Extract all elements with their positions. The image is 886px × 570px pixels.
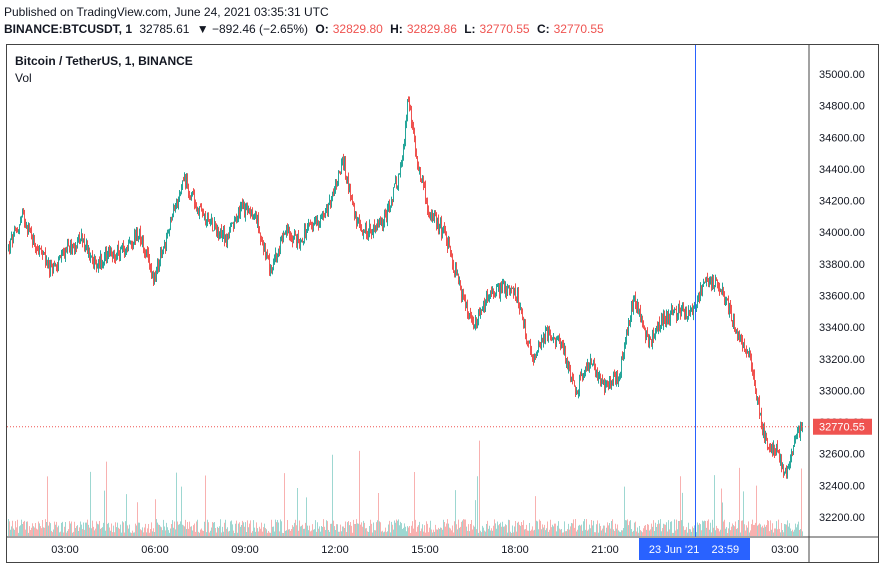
published-note: Published on TradingView.com, June 24, 2… [4,5,329,19]
x-tick-label: 15:00 [411,544,439,556]
symbol-quote-row: BINANCE:BTCUSDT, 1 32785.61 ▼ −892.46 (−… [4,22,608,36]
x-tick-label: 21:00 [591,544,619,556]
low-label: L: [464,22,476,36]
chart-frame[interactable] [6,44,879,563]
y-tick-label: 33200.00 [819,354,865,366]
y-tick-label: 32400.00 [819,480,865,492]
y-tick-label: 34000.00 [819,227,865,239]
y-tick-label: 35000.00 [819,69,865,81]
high-label: H: [390,22,403,36]
x-tick-label: 03:00 [51,544,79,556]
time-tag-label: 23 Jun '21 23:59 [649,544,739,556]
y-tick-label: 33600.00 [819,291,865,303]
price-change: ▼ −892.46 (−2.65%) [196,22,309,36]
y-tick-label: 32200.00 [819,512,865,524]
chart-legend-title: Bitcoin / TetherUS, 1, BINANCE [15,54,193,68]
y-tick-label: 33000.00 [819,385,865,397]
y-tick-label: 33400.00 [819,322,865,334]
open-label: O: [315,22,329,36]
x-tick-label: 06:00 [141,544,169,556]
x-tick-label: 09:00 [231,544,259,556]
y-tick-label: 34200.00 [819,196,865,208]
price-tag-label: 32770.55 [819,422,865,434]
x-tick-label: 18:00 [501,544,529,556]
price-tag-box [813,418,872,435]
y-tick-label: 34800.00 [819,101,865,113]
y-tick-label: 34400.00 [819,164,865,176]
time-tag-box [639,538,750,560]
volume-legend: Vol [15,71,32,85]
close-label: C: [536,22,550,36]
last-price: 32785.61 [139,22,190,36]
high-value: 32829.86 [406,22,457,36]
open-value: 32829.80 [332,22,383,36]
y-tick-label: 33800.00 [819,259,865,271]
x-tick-label: 03:00 [771,544,799,556]
y-tick-label: 32600.00 [819,449,865,461]
close-value: 32770.55 [553,22,604,36]
y-tick-label: 34600.00 [819,132,865,144]
x-tick-label: 12:00 [321,544,349,556]
symbol-name: BINANCE:BTCUSDT, 1 [4,22,133,36]
low-value: 32770.55 [479,22,530,36]
